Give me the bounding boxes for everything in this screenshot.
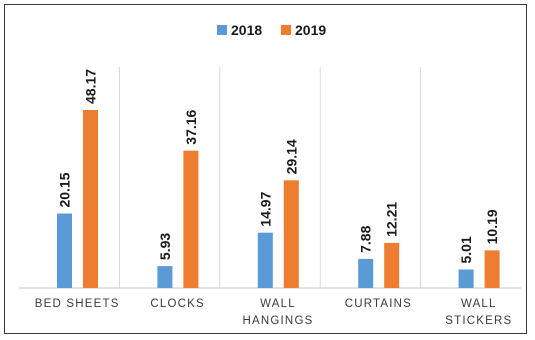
data-label: 37.16 [183, 109, 199, 144]
bar-2018 [458, 269, 474, 288]
bar-2018 [57, 213, 72, 288]
bar-2019 [484, 250, 500, 288]
bar-2018 [358, 258, 374, 288]
data-label: 10.19 [484, 209, 500, 244]
data-label: 29.14 [283, 139, 299, 174]
data-label: 5.93 [157, 233, 173, 260]
data-label: 14.97 [257, 191, 273, 226]
legend-label-2019: 2019 [295, 22, 326, 38]
category-label: HANGINGS [243, 315, 314, 327]
category-label: WALL [260, 298, 296, 310]
chart-frame: 2018 2019 20.15 5.93 14.97 7.88 5.01 48.17 37.16… [4, 4, 527, 334]
legend-swatch-2018 [217, 25, 227, 35]
bar-2018 [257, 232, 273, 288]
data-label: 48.17 [83, 69, 99, 104]
data-label: 7.88 [358, 225, 374, 252]
category-label: CLOCKS [150, 298, 205, 310]
data-label: 12.21 [384, 202, 400, 237]
bar-2018 [157, 266, 173, 288]
category-label: CURTAINS [345, 298, 412, 310]
bar-chart: 2018 2019 20.15 5.93 14.97 7.88 5.01 48.17 37.16… [19, 22, 521, 327]
bar-2019 [183, 150, 199, 288]
data-label: 5.01 [458, 236, 474, 263]
legend-label-2018: 2018 [231, 22, 262, 38]
bar-2019 [384, 242, 400, 288]
bar-2019 [283, 180, 299, 288]
data-label: 20.15 [57, 172, 73, 207]
category-label: BED SHEETS [35, 298, 120, 310]
legend-swatch-2019 [281, 25, 291, 35]
category-label: STICKERS [445, 315, 512, 327]
category-label: WALL [461, 298, 497, 310]
bar-2019 [83, 110, 98, 288]
